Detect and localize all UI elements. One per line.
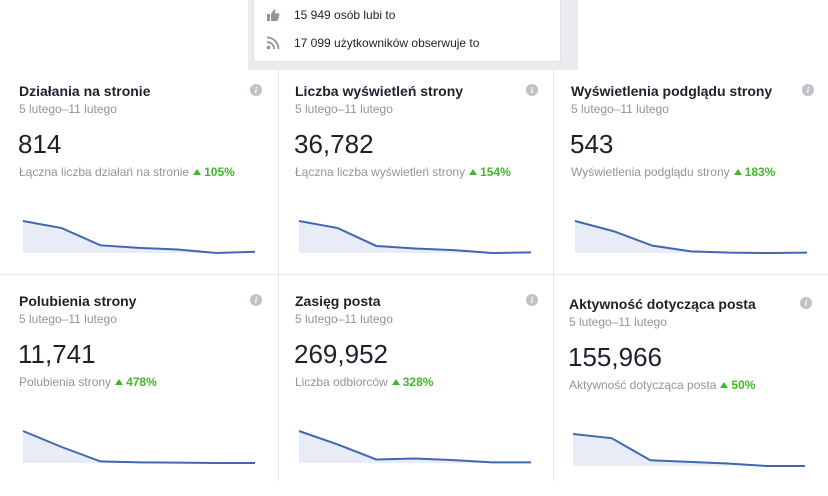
- sparkline-area: [299, 431, 531, 463]
- metric-change: 154%: [469, 165, 511, 179]
- thumbs-up-icon: [266, 8, 280, 22]
- sparkline-chart: [22, 430, 255, 464]
- sparkline-line: [572, 433, 805, 467]
- metric-description-text: Liczba odbiorców: [295, 375, 388, 389]
- page-summary-card: 15 949 osób lubi to 17 099 użytkowników …: [253, 0, 561, 62]
- metric-card-post-reach[interactable]: Zasięg posta i 5 lutego–11 lutego 269,952 Li…: [294, 293, 565, 493]
- metric-title: Liczba wyświetleń strony: [295, 83, 464, 99]
- metric-change: 328%: [391, 375, 434, 389]
- metric-change: 50%: [720, 378, 755, 392]
- likes-row: 15 949 osób lubi to: [266, 5, 395, 25]
- metric-description: Wyświetlenia podglądu strony 183%: [571, 165, 775, 179]
- followers-count-text: 17 099 użytkowników obserwuje to: [294, 36, 480, 50]
- metric-date-range: 5 lutego–11 lutego: [569, 315, 667, 329]
- metric-description-text: Wyświetlenia podglądu strony: [571, 165, 730, 179]
- up-arrow-icon: [391, 379, 400, 385]
- metric-card-page-likes[interactable]: Polubienia strony i 5 lutego–11 lutego 11,7…: [18, 293, 289, 493]
- sparkline-line: [22, 220, 256, 255]
- info-icon[interactable]: i: [800, 297, 812, 309]
- metric-change: 105%: [193, 165, 235, 179]
- metric-change-value: 154%: [480, 165, 511, 179]
- sparkline-area: [575, 221, 807, 253]
- up-arrow-icon: [720, 382, 729, 388]
- likes-count-text: 15 949 osób lubi to: [294, 8, 396, 22]
- metric-date-range: 5 lutego–11 lutego: [295, 312, 393, 326]
- metric-title: Zasięg posta: [295, 293, 381, 309]
- sparkline-chart: [574, 220, 808, 255]
- up-arrow-icon: [115, 379, 124, 385]
- metric-card-page-previews[interactable]: Wyświetlenia podglądu strony i 5 lutego–11…: [570, 83, 828, 283]
- info-icon[interactable]: i: [250, 294, 262, 306]
- metric-description: Łączna liczba działań na stronie 105%: [19, 165, 235, 179]
- metric-value: 155,966: [568, 342, 662, 372]
- metric-date-range: 5 lutego–11 lutego: [19, 312, 117, 326]
- sparkline-line: [22, 430, 255, 464]
- followers-row: 17 099 użytkowników obserwuje to: [266, 33, 479, 53]
- metric-value: 814: [18, 129, 62, 159]
- metric-title: Polubienia strony: [19, 293, 137, 309]
- metric-description: Polubienia strony 478%: [19, 375, 157, 389]
- grid-divider: [553, 70, 554, 481]
- up-arrow-icon: [469, 169, 478, 175]
- metric-change: 183%: [733, 165, 776, 179]
- grid-divider: [278, 70, 279, 481]
- rss-feed-icon: [266, 36, 280, 50]
- metric-date-range: 5 lutego–11 lutego: [295, 102, 393, 116]
- metric-description: Łączna liczba wyświetleń strony 154%: [295, 165, 511, 179]
- metric-value: 543: [570, 129, 614, 159]
- sparkline-chart: [572, 433, 805, 467]
- info-icon[interactable]: i: [526, 84, 538, 96]
- metric-title: Wyświetlenia podglądu strony: [571, 83, 773, 99]
- metric-description: Aktywność dotycząca posta 50%: [569, 378, 755, 392]
- metric-change-value: 105%: [204, 165, 235, 179]
- metric-card-page-actions[interactable]: Działania na stronie i 5 lutego–11 lutego 8…: [18, 83, 289, 283]
- metric-change-value: 328%: [402, 375, 434, 389]
- up-arrow-icon: [733, 169, 742, 175]
- metric-description: Liczba odbiorców 328%: [295, 375, 433, 389]
- sparkline-area: [23, 431, 255, 463]
- up-arrow-icon: [193, 169, 202, 175]
- sparkline-chart: [22, 220, 256, 255]
- info-icon[interactable]: i: [802, 84, 814, 96]
- metric-description-text: Polubienia strony: [19, 375, 112, 389]
- metric-description-text: Łączna liczba wyświetleń strony: [295, 165, 466, 179]
- metric-description-text: Aktywność dotycząca posta: [569, 378, 717, 392]
- sparkline-line: [574, 220, 808, 255]
- metric-title: Działania na stronie: [19, 83, 151, 99]
- metric-value: 36,782: [294, 129, 374, 159]
- metric-change: 478%: [115, 375, 157, 389]
- sparkline-chart: [298, 220, 532, 255]
- metric-change-value: 50%: [731, 378, 756, 392]
- metric-date-range: 5 lutego–11 lutego: [19, 102, 117, 116]
- metric-title: Aktywność dotycząca posta: [569, 296, 756, 312]
- metric-change-value: 478%: [126, 375, 157, 389]
- sparkline-area: [23, 221, 255, 253]
- info-icon[interactable]: i: [250, 84, 262, 96]
- sparkline-area: [573, 434, 805, 466]
- info-icon[interactable]: i: [526, 294, 538, 306]
- grid-divider: [0, 274, 828, 275]
- metric-change-value: 183%: [744, 165, 776, 179]
- sparkline-line: [298, 430, 531, 464]
- metric-date-range: 5 lutego–11 lutego: [571, 102, 669, 116]
- metric-description-text: Łączna liczba działań na stronie: [19, 165, 190, 179]
- metric-card-page-views[interactable]: Liczba wyświetleń strony i 5 lutego–11 lut…: [294, 83, 565, 283]
- metric-value: 11,741: [18, 339, 96, 369]
- metric-value: 269,952: [294, 339, 388, 369]
- sparkline-line: [298, 220, 532, 255]
- metric-card-post-engagement[interactable]: Aktywność dotycząca posta i 5 lutego–11 lu…: [568, 296, 828, 496]
- sparkline-chart: [298, 430, 531, 464]
- sparkline-area: [299, 221, 531, 253]
